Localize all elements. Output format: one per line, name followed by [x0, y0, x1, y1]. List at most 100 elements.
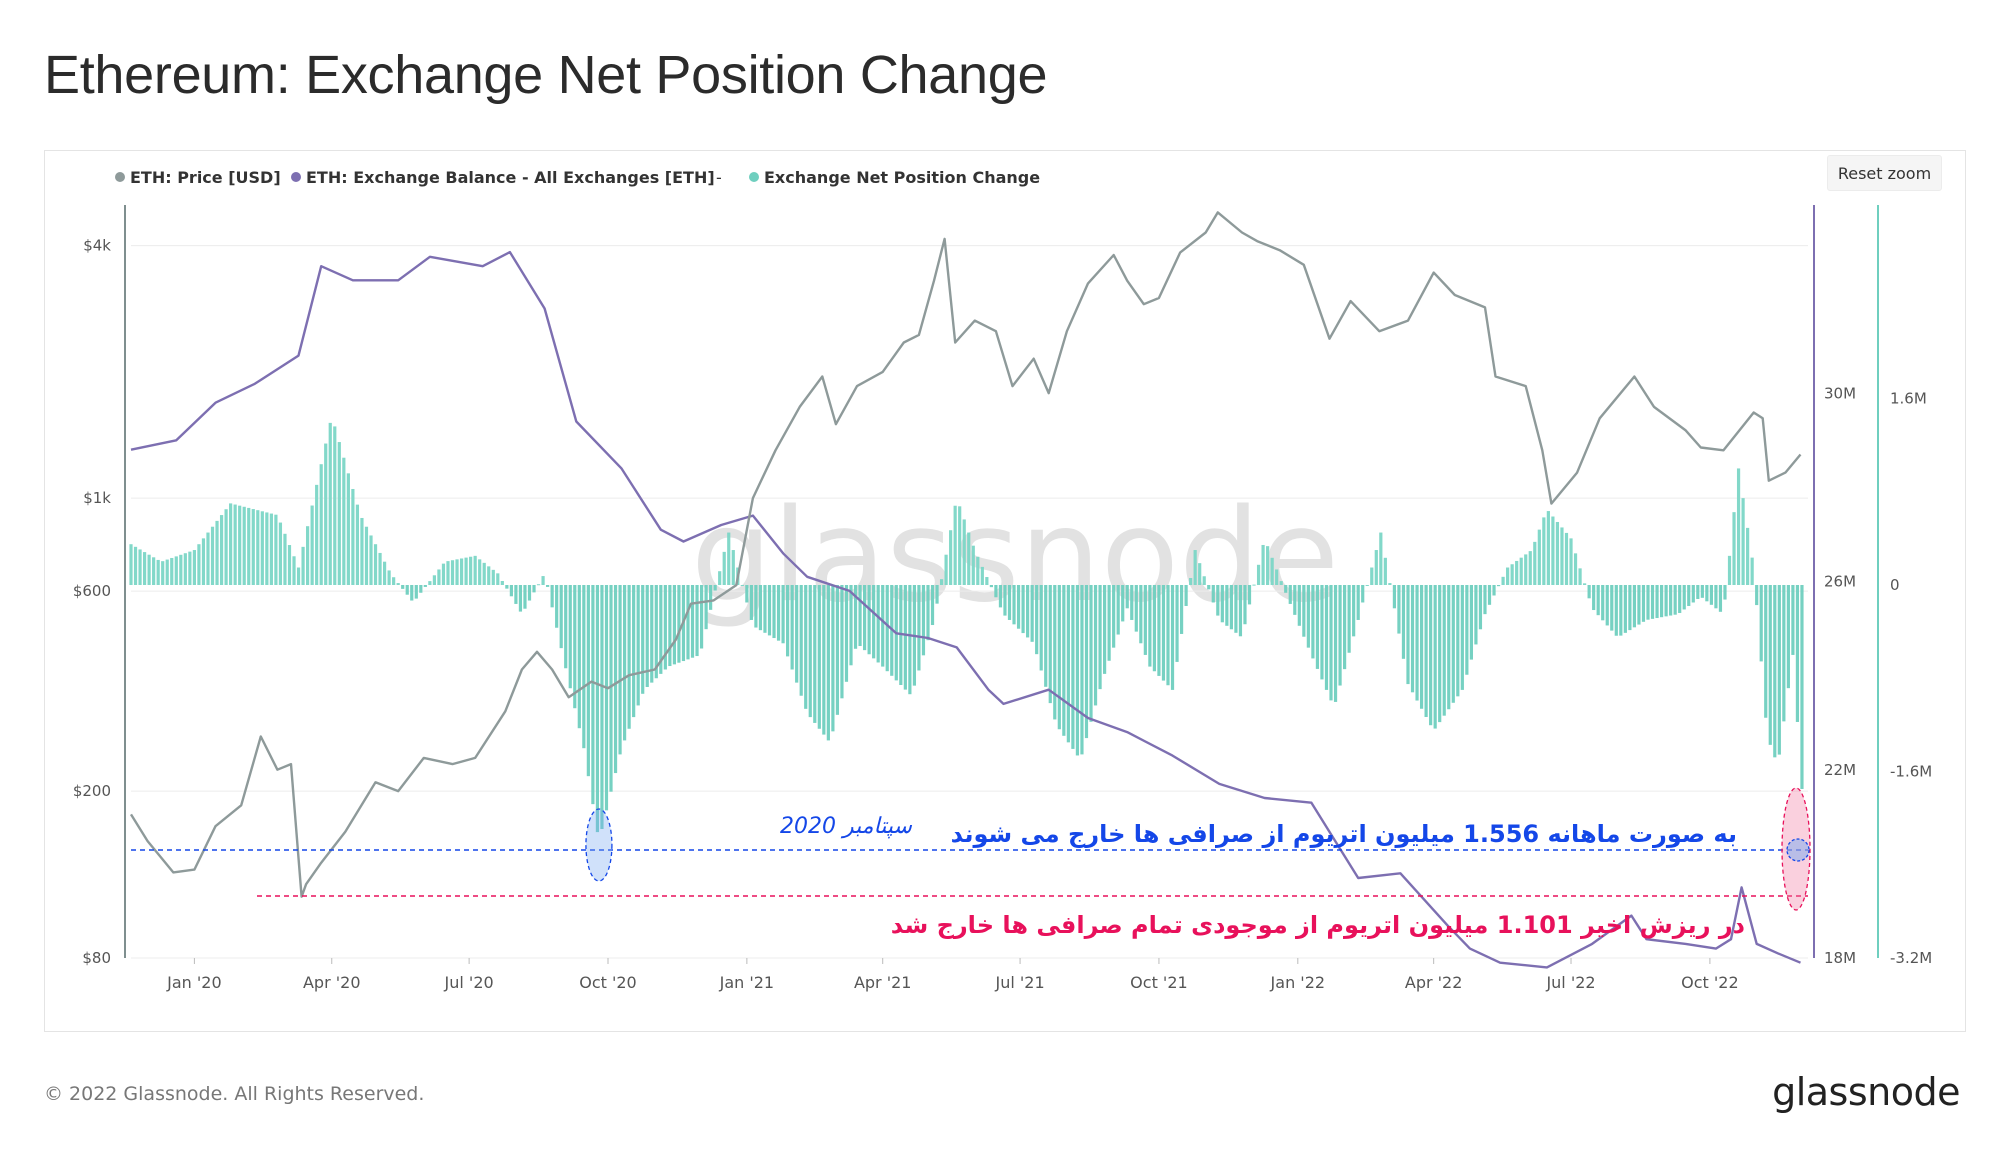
- net-position-bar: [1352, 585, 1356, 637]
- net-position-bar: [1256, 564, 1261, 585]
- net-position-bar: [862, 585, 867, 651]
- net-position-bar: [622, 585, 627, 741]
- net-position-bar: [179, 554, 183, 585]
- balance-tick-label: 30M: [1824, 384, 1856, 402]
- net-position-bar: [1718, 585, 1723, 612]
- net-position-bar: [1193, 550, 1197, 585]
- net-position-bar: [1764, 585, 1768, 718]
- net-position-bar: [727, 532, 731, 585]
- net-position-bar: [532, 585, 536, 593]
- net-position-bar: [758, 585, 763, 631]
- net-position-bar: [1746, 527, 1750, 585]
- reset-zoom-button[interactable]: Reset zoom: [1827, 155, 1942, 191]
- x-tick-label: Oct '22: [1681, 973, 1739, 992]
- net-position-bar: [1252, 584, 1256, 586]
- net-position-bar: [215, 520, 219, 585]
- legend-marker: [115, 172, 125, 182]
- net-position-bar: [1546, 511, 1550, 585]
- net-position-bar: [1057, 585, 1061, 730]
- net-position-bar: [1397, 585, 1401, 634]
- net-position-bar: [1750, 557, 1754, 585]
- net-position-bar: [1270, 557, 1274, 585]
- net-position-bar: [550, 585, 554, 608]
- net-position-bar: [355, 504, 360, 585]
- net-position-bar: [672, 585, 677, 665]
- net-position-bar: [881, 585, 885, 667]
- net-position-bar: [1723, 585, 1727, 600]
- net-position-bar: [315, 484, 319, 585]
- net-position-bar: [591, 585, 595, 805]
- net-position-bar: [1596, 585, 1600, 616]
- net-position-bar: [469, 556, 473, 585]
- net-position-bar: [1601, 585, 1605, 621]
- net-position-bar: [718, 571, 722, 585]
- net-position-bar: [1465, 585, 1469, 675]
- net-position-bar: [1614, 585, 1618, 636]
- net-position-bar: [242, 506, 246, 585]
- net-position-bar: [1406, 585, 1410, 685]
- net-position-bar: [1419, 585, 1424, 709]
- net-position-bar: [713, 585, 717, 591]
- net-position-bar: [1506, 567, 1510, 585]
- net-position-bar: [1152, 585, 1157, 672]
- change-tick-label: 0: [1890, 576, 1900, 594]
- net-position-bar: [1338, 585, 1342, 686]
- balance-tick-label: 26M: [1824, 573, 1856, 591]
- net-position-bar: [1093, 585, 1098, 706]
- net-position-bar: [1089, 585, 1093, 722]
- net-position-bar: [559, 585, 563, 649]
- net-position-bar: [1650, 585, 1655, 619]
- net-position-bar: [1623, 585, 1627, 633]
- net-position-bar: [1324, 585, 1329, 690]
- net-position-bar: [188, 551, 192, 585]
- net-position-bar: [455, 559, 459, 585]
- exchange-balance-line: [130, 250, 1801, 969]
- net-position-bar: [921, 585, 926, 656]
- net-position-bar: [1179, 585, 1184, 634]
- net-position-bar: [804, 585, 808, 709]
- net-position-bar: [1342, 585, 1347, 670]
- net-position-bar: [1641, 585, 1646, 622]
- net-position-bar: [582, 585, 586, 749]
- net-position-bar: [1112, 585, 1116, 648]
- net-position-bar: [586, 585, 590, 777]
- net-position-bar: [174, 556, 178, 585]
- eth-price-line: [129, 211, 1802, 898]
- net-position-bar: [926, 585, 930, 641]
- balance-tick-label: 18M: [1824, 949, 1856, 967]
- net-position-bar: [1062, 585, 1066, 736]
- net-position-bar: [206, 532, 210, 585]
- net-position-bar: [1646, 585, 1650, 620]
- x-tick-label: Jan '20: [166, 973, 222, 992]
- net-position-bar: [1320, 585, 1324, 680]
- net-position-bar: [1243, 585, 1247, 625]
- net-position-bar: [1130, 585, 1134, 620]
- net-position-bar: [573, 585, 577, 709]
- legend: ETH: Price [USD] ETH: Exchange Balance - …: [115, 168, 1040, 187]
- net-position-bar: [1759, 585, 1763, 662]
- net-position-bar: [405, 585, 409, 595]
- net-position-bar: [1134, 585, 1138, 632]
- net-position-bar: [1605, 585, 1609, 626]
- x-tick-label: Apr '20: [303, 973, 361, 992]
- net-position-bar: [518, 585, 523, 612]
- net-position-bar: [577, 585, 581, 729]
- net-position-bar: [1555, 521, 1560, 585]
- net-position-bar: [523, 585, 527, 609]
- net-position-bar: [1184, 585, 1188, 606]
- net-position-bar: [419, 585, 423, 593]
- net-position-bar: [754, 585, 758, 628]
- legend-marker: [291, 172, 301, 182]
- net-position-bar: [853, 585, 858, 649]
- net-position-bar: [1519, 557, 1523, 585]
- net-position-bar: [1361, 585, 1365, 603]
- net-position-bar: [690, 585, 695, 658]
- change-tick-label: -3.2M: [1890, 949, 1932, 967]
- x-tick-label: Jan '22: [1270, 973, 1326, 992]
- net-position-bar: [1424, 585, 1428, 717]
- net-position-bar: [1501, 576, 1505, 585]
- net-position-bar: [446, 561, 450, 585]
- net-position-bar: [1433, 585, 1437, 729]
- net-position-bar: [844, 585, 849, 682]
